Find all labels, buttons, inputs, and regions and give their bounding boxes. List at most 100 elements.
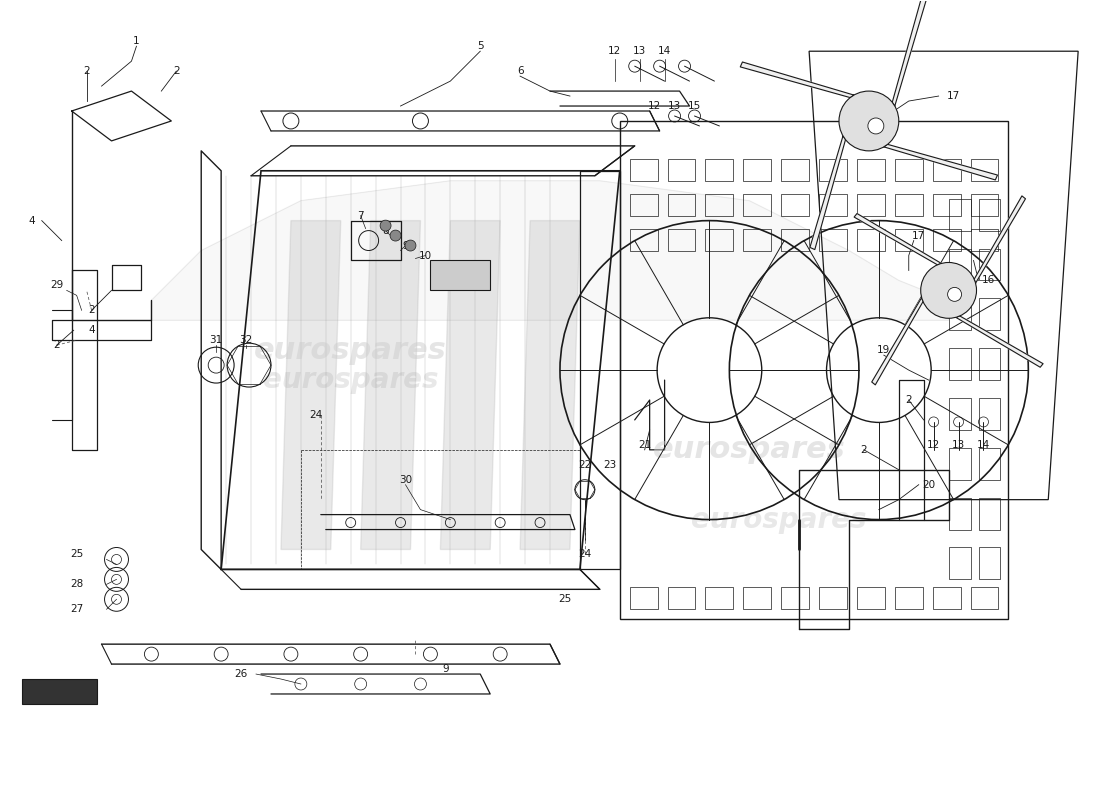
Bar	[781, 587, 810, 610]
Text: 24: 24	[579, 550, 592, 559]
Text: 9: 9	[403, 241, 409, 250]
Bar	[857, 587, 884, 610]
Polygon shape	[361, 221, 420, 550]
Bar	[979, 249, 1000, 281]
Text: 17: 17	[912, 230, 925, 241]
Bar	[894, 159, 923, 181]
Bar	[629, 229, 658, 250]
Text: 15: 15	[688, 101, 701, 111]
Bar	[948, 298, 970, 330]
Bar	[979, 398, 1000, 430]
Bar	[857, 194, 884, 216]
Bar	[668, 587, 695, 610]
Text: 14: 14	[658, 46, 671, 56]
Bar	[744, 587, 771, 610]
Circle shape	[921, 262, 977, 318]
Text: 24: 24	[309, 410, 322, 420]
Bar	[948, 498, 970, 530]
Text: 22: 22	[579, 460, 592, 470]
Bar	[629, 159, 658, 181]
Bar	[744, 194, 771, 216]
Text: eurospares: eurospares	[254, 336, 447, 365]
Polygon shape	[520, 221, 580, 550]
Bar	[705, 159, 734, 181]
Text: 2: 2	[860, 445, 867, 455]
Bar	[857, 159, 884, 181]
Bar	[894, 229, 923, 250]
Text: 2: 2	[905, 395, 912, 405]
Text: 20: 20	[922, 480, 935, 490]
Text: 4: 4	[29, 216, 35, 226]
Text: 17: 17	[947, 91, 960, 101]
Text: 14: 14	[977, 440, 990, 450]
Bar	[970, 587, 999, 610]
Text: 5: 5	[477, 42, 484, 51]
Text: 10: 10	[419, 250, 432, 261]
Bar	[705, 194, 734, 216]
Text: 9: 9	[442, 664, 449, 674]
Polygon shape	[975, 196, 1025, 283]
Bar	[979, 448, 1000, 480]
Bar	[820, 587, 847, 610]
Text: 4: 4	[88, 326, 95, 335]
Bar	[948, 448, 970, 480]
Bar	[979, 348, 1000, 380]
Text: 12: 12	[927, 440, 940, 450]
Bar	[820, 159, 847, 181]
Bar	[744, 229, 771, 250]
Text: 27: 27	[70, 604, 84, 614]
Bar	[948, 198, 970, 230]
Bar	[948, 348, 970, 380]
Circle shape	[839, 91, 899, 151]
Bar	[668, 229, 695, 250]
Bar	[781, 229, 810, 250]
Bar	[705, 229, 734, 250]
Bar	[894, 194, 923, 216]
Text: 25: 25	[70, 550, 84, 559]
Text: 19: 19	[877, 345, 891, 355]
Text: 30: 30	[399, 474, 412, 485]
Circle shape	[390, 230, 402, 241]
Polygon shape	[740, 62, 854, 98]
Polygon shape	[22, 679, 97, 704]
Bar	[781, 194, 810, 216]
Bar	[979, 547, 1000, 579]
Text: 2: 2	[173, 66, 179, 76]
Bar	[705, 587, 734, 610]
Bar	[820, 229, 847, 250]
Polygon shape	[871, 298, 923, 385]
Text: 12: 12	[608, 46, 622, 56]
Circle shape	[868, 118, 883, 134]
Text: 6: 6	[517, 66, 524, 76]
Text: 32: 32	[240, 335, 253, 346]
Bar	[744, 159, 771, 181]
Bar	[933, 159, 960, 181]
Text: 28: 28	[70, 579, 84, 590]
Text: 2: 2	[84, 66, 90, 76]
Bar	[781, 159, 810, 181]
Polygon shape	[810, 136, 846, 250]
Bar	[933, 587, 960, 610]
Bar	[933, 229, 960, 250]
Bar	[857, 229, 884, 250]
Bar	[668, 159, 695, 181]
Bar	[668, 194, 695, 216]
Polygon shape	[854, 214, 942, 265]
Text: 2: 2	[88, 306, 95, 315]
Polygon shape	[440, 221, 500, 550]
Bar	[970, 229, 999, 250]
Bar	[948, 547, 970, 579]
Bar	[970, 159, 999, 181]
Polygon shape	[892, 0, 928, 106]
Text: eurospares: eurospares	[653, 435, 846, 464]
Text: 12: 12	[648, 101, 661, 111]
Text: 29: 29	[51, 280, 64, 290]
Circle shape	[405, 240, 416, 251]
Polygon shape	[883, 144, 998, 180]
Polygon shape	[280, 221, 341, 550]
Text: 11: 11	[443, 261, 456, 270]
Polygon shape	[956, 316, 1043, 367]
Text: 16: 16	[982, 275, 996, 286]
Bar	[948, 398, 970, 430]
Text: 23: 23	[603, 460, 616, 470]
